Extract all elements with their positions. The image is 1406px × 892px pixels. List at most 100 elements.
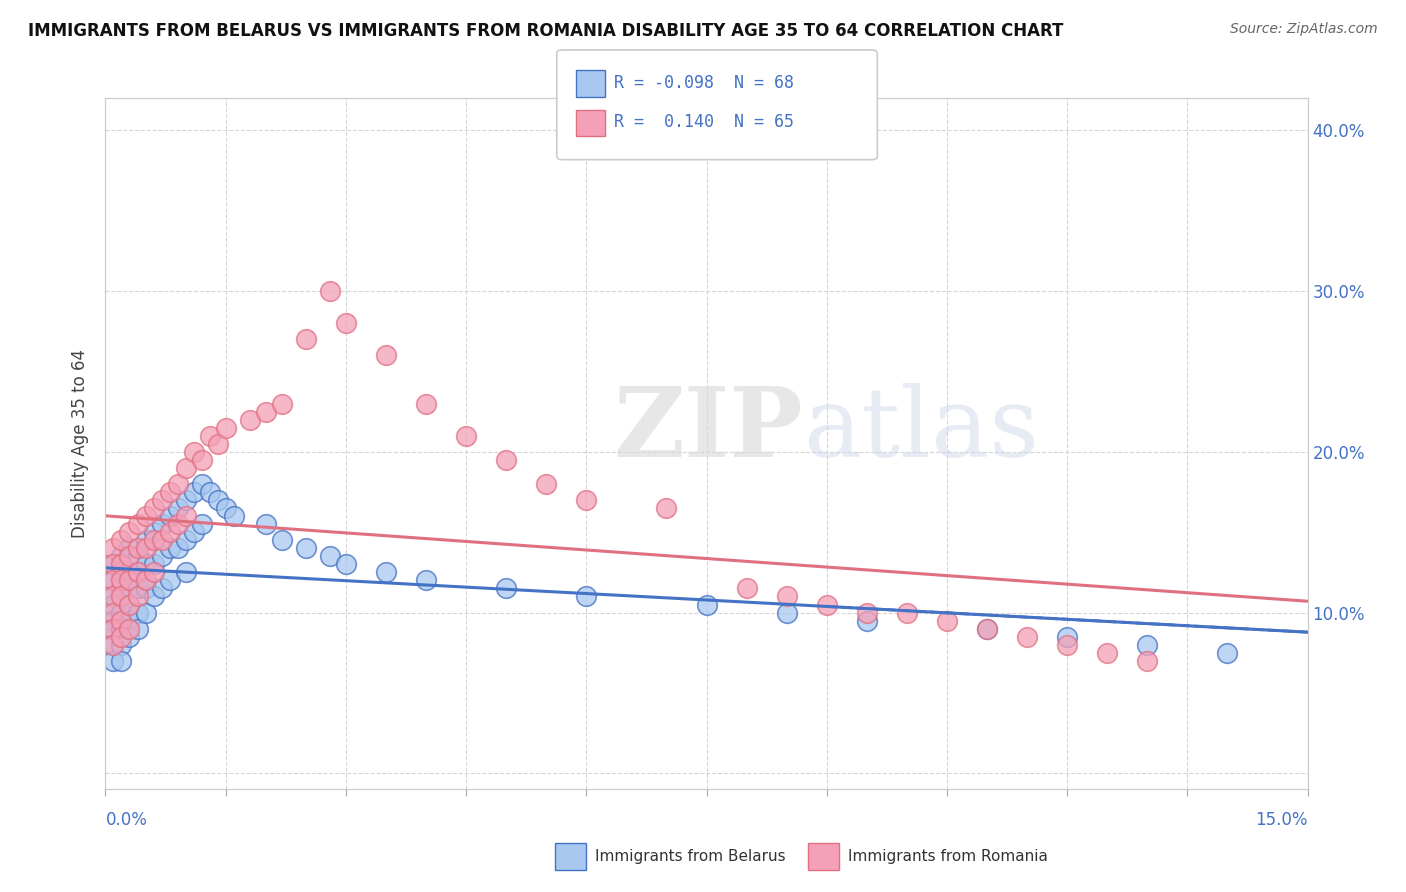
Point (118, 549, 141, 564)
Point (135, 606, 157, 620)
Text: ZIP: ZIP (613, 383, 803, 477)
Point (415, 396, 437, 410)
Point (159, 541, 181, 556)
Point (110, 606, 132, 620)
Point (855, 606, 877, 620)
Point (142, 566, 165, 580)
Point (896, 606, 918, 620)
Text: 0.0%: 0.0% (105, 811, 148, 829)
Point (142, 525, 165, 540)
Point (135, 574, 157, 588)
Point (103, 614, 125, 628)
Point (190, 517, 212, 532)
Point (239, 412, 262, 426)
Point (150, 517, 173, 532)
Point (183, 445, 205, 459)
Point (214, 501, 236, 516)
Point (534, 477, 557, 491)
Text: atlas: atlas (803, 383, 1039, 477)
Point (166, 501, 188, 516)
Text: 15.0%: 15.0% (1256, 811, 1308, 829)
Point (335, 316, 357, 330)
Text: IMMIGRANTS FROM BELARUS VS IMMIGRANTS FROM ROMANIA DISABILITY AGE 35 TO 64 CORRE: IMMIGRANTS FROM BELARUS VS IMMIGRANTS FR… (28, 22, 1063, 40)
Point (159, 574, 181, 588)
Point (936, 614, 959, 628)
Point (655, 501, 678, 516)
Point (118, 566, 141, 580)
Point (110, 574, 132, 588)
Point (103, 541, 125, 556)
Point (110, 630, 132, 644)
Point (190, 477, 212, 491)
Point (183, 485, 205, 500)
Point (103, 590, 125, 604)
Point (198, 485, 221, 500)
Point (127, 517, 149, 532)
Point (135, 582, 157, 596)
Point (295, 332, 318, 346)
Point (495, 453, 517, 467)
Point (495, 582, 517, 596)
Point (1136, 654, 1159, 668)
Point (150, 582, 173, 596)
Point (174, 509, 197, 524)
Point (103, 622, 125, 636)
Text: R = -0.098  N = 68: R = -0.098 N = 68 (614, 74, 794, 92)
Point (166, 541, 188, 556)
Point (103, 574, 125, 588)
Point (127, 541, 149, 556)
Point (142, 558, 165, 572)
Point (135, 509, 157, 524)
Point (110, 614, 132, 628)
Point (118, 582, 141, 596)
Point (270, 533, 292, 548)
Point (110, 654, 132, 668)
Point (110, 533, 132, 548)
Point (135, 558, 157, 572)
Point (110, 590, 132, 604)
Point (103, 638, 125, 652)
Point (174, 566, 197, 580)
Point (174, 533, 197, 548)
Point (118, 630, 141, 644)
Point (118, 598, 141, 612)
Point (118, 598, 141, 612)
Point (103, 622, 125, 636)
Point (127, 622, 149, 636)
Point (183, 525, 205, 540)
Point (127, 582, 149, 596)
Point (335, 558, 357, 572)
Point (135, 533, 157, 548)
Point (776, 606, 799, 620)
Point (150, 493, 173, 508)
Point (110, 622, 132, 636)
Point (110, 582, 132, 596)
Point (127, 549, 149, 564)
Point (103, 590, 125, 604)
Point (270, 396, 292, 410)
Point (295, 541, 318, 556)
Point (174, 461, 197, 475)
Point (374, 348, 398, 362)
Point (166, 517, 188, 532)
Point (776, 590, 799, 604)
Point (150, 549, 173, 564)
Point (222, 509, 245, 524)
Point (254, 517, 277, 532)
Point (103, 574, 125, 588)
Point (207, 437, 229, 451)
Point (103, 654, 125, 668)
Point (103, 558, 125, 572)
Point (575, 590, 598, 604)
Point (159, 485, 181, 500)
Point (159, 509, 181, 524)
Point (1097, 646, 1119, 660)
Text: R =  0.140  N = 65: R = 0.140 N = 65 (614, 113, 794, 131)
Point (159, 525, 181, 540)
Point (110, 558, 132, 572)
Point (207, 493, 229, 508)
Point (319, 284, 342, 298)
Point (142, 590, 165, 604)
Point (127, 606, 149, 620)
Point (127, 566, 149, 580)
